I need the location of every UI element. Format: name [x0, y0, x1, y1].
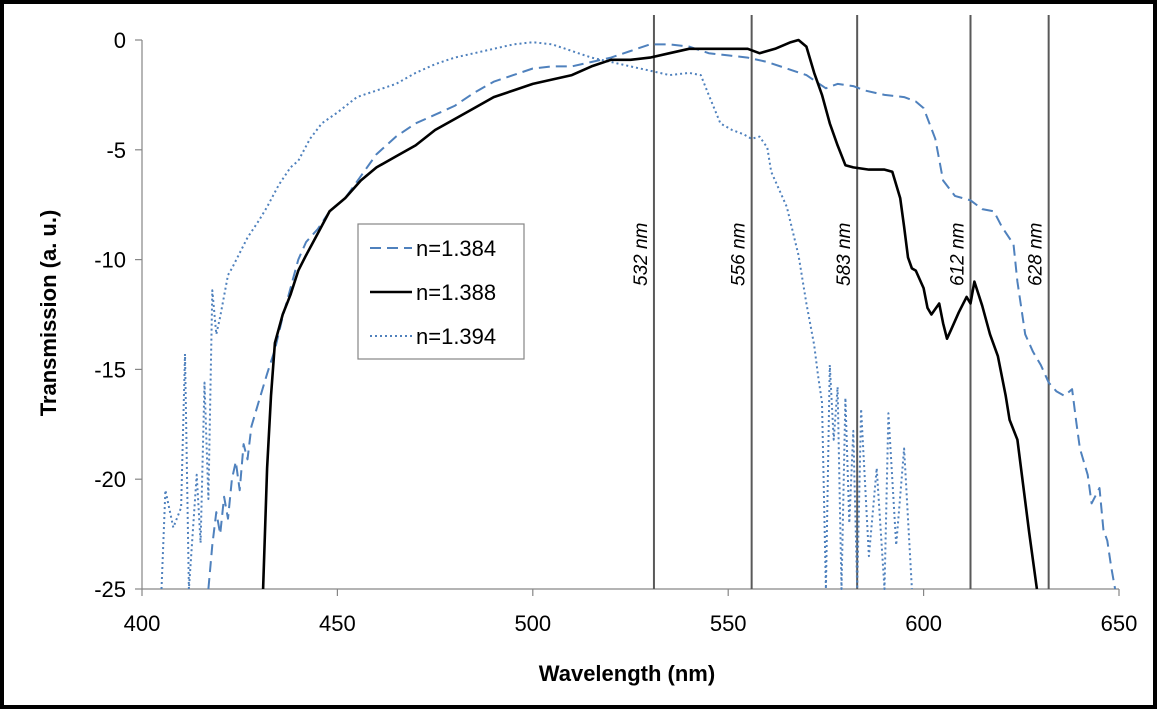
y-tick-label: -5 [106, 138, 126, 163]
x-tick-label: 650 [1101, 611, 1138, 636]
reference-line-label: 556 nm [729, 223, 750, 286]
x-tick-label: 550 [710, 611, 747, 636]
x-axis-title: Wavelength (nm) [539, 661, 715, 686]
reference-lines: 532 nm 556 nm 583 nm 612 nm 628 nm [631, 15, 1050, 589]
x-tick-label: 600 [905, 611, 942, 636]
series-line [160, 41, 913, 590]
axes: 0 -5 -10 -15 -20 -25 400 450 500 550 600 650 [94, 28, 1137, 636]
x-tick-label: 400 [124, 611, 161, 636]
x-tick-label: 450 [319, 611, 356, 636]
legend-label: n=1.394 [416, 324, 496, 349]
y-axis-title: Transmission (a. u.) [36, 210, 61, 417]
y-tick-label: -10 [94, 248, 126, 273]
y-tick-label: -25 [94, 577, 126, 602]
y-tick-label: 0 [114, 28, 126, 53]
y-tick-label: -15 [94, 357, 126, 382]
series-line [207, 43, 1117, 590]
y-tick-label: -20 [94, 467, 126, 492]
x-tick-label: 500 [514, 611, 551, 636]
legend-label: n=1.384 [416, 236, 496, 261]
series-layer [160, 38, 1117, 590]
series-line [261, 38, 1039, 590]
reference-line-label: 532 nm [631, 223, 652, 286]
legend-label: n=1.388 [416, 280, 496, 305]
reference-line-label: 612 nm [947, 223, 968, 286]
reference-line-label: 628 nm [1026, 223, 1047, 286]
reference-line-label: 583 nm [834, 223, 855, 286]
legend: n=1.384 n=1.388 n=1.394 [357, 223, 525, 360]
